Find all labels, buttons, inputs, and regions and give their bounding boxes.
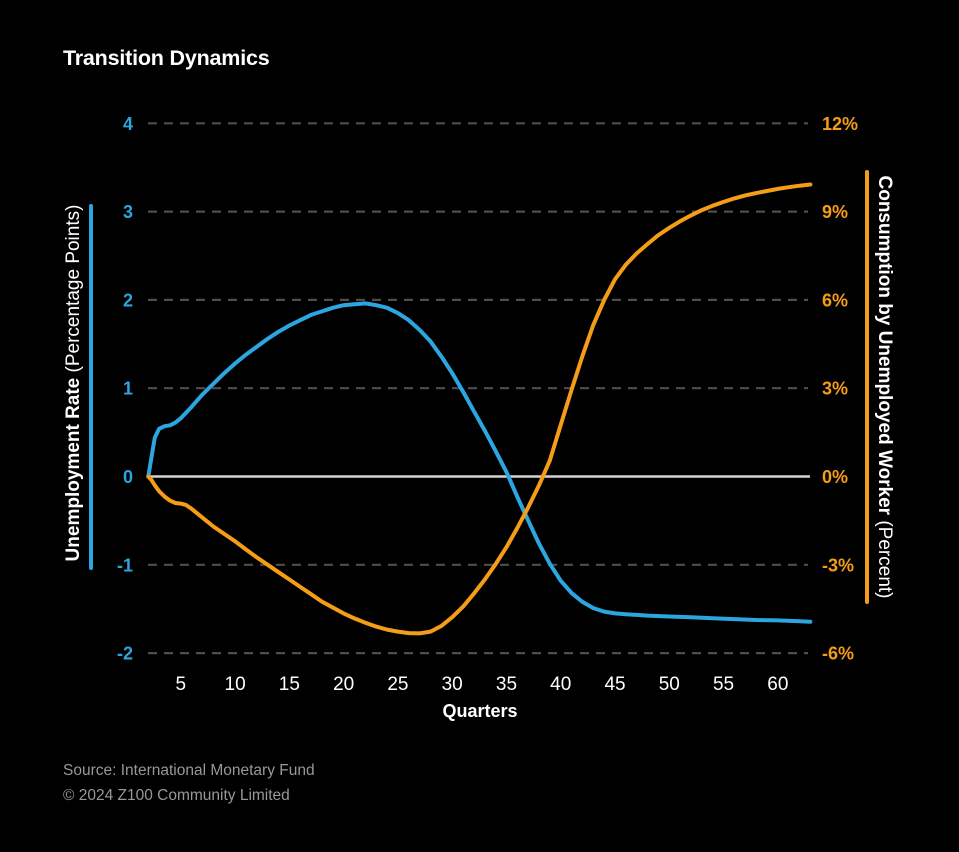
right-tick-label: -3% bbox=[822, 555, 854, 575]
x-tick-label: 45 bbox=[604, 674, 625, 695]
copyright-line: © 2024 Z100 Community Limited bbox=[63, 787, 290, 804]
left-axis-title-units: (Percentage Points) bbox=[63, 204, 84, 378]
x-tick-label: 10 bbox=[225, 674, 246, 695]
x-tick-label: 50 bbox=[659, 674, 680, 695]
left-tick-label: 4 bbox=[123, 114, 133, 134]
x-axis-title: Quarters bbox=[442, 701, 518, 721]
chart-title: Transition Dynamics bbox=[63, 46, 270, 70]
x-tick-label: 30 bbox=[442, 674, 463, 695]
x-tick-label: 40 bbox=[550, 674, 571, 695]
left-axis-title: Unemployment Rate (Percentage Points) bbox=[63, 193, 85, 573]
series-line-left bbox=[146, 301, 813, 624]
right-tick-label: 3% bbox=[822, 379, 848, 399]
x-tick-label: 15 bbox=[279, 674, 300, 695]
left-tick-label: 0 bbox=[123, 467, 133, 487]
x-tick-label: 5 bbox=[176, 674, 187, 695]
left-axis-spine bbox=[89, 204, 93, 570]
x-tick-label: 35 bbox=[496, 674, 517, 695]
right-axis-title-units: (Percent) bbox=[874, 515, 895, 599]
x-tick-label: 60 bbox=[767, 674, 788, 695]
x-tick-label: 25 bbox=[387, 674, 408, 695]
x-tick-label: 20 bbox=[333, 674, 354, 695]
right-tick-label: -6% bbox=[822, 644, 854, 664]
left-tick-label: -1 bbox=[117, 555, 133, 575]
right-tick-label: 0% bbox=[822, 467, 848, 487]
left-tick-label: 2 bbox=[123, 290, 133, 310]
series-line-right bbox=[146, 182, 813, 636]
x-tick-label: 55 bbox=[713, 674, 734, 695]
right-axis-title-bold: Consumption by Unemployed Worker bbox=[874, 175, 895, 516]
source-line: Source: International Monetary Fund bbox=[63, 762, 315, 779]
left-tick-label: -2 bbox=[117, 644, 133, 664]
right-tick-label: 12% bbox=[822, 114, 858, 134]
left-tick-label: 1 bbox=[123, 379, 133, 399]
left-tick-label: 3 bbox=[123, 202, 133, 222]
right-tick-label: 6% bbox=[822, 290, 848, 310]
left-axis-title-bold: Unemployment Rate bbox=[63, 377, 84, 562]
right-axis-spine bbox=[865, 170, 869, 604]
right-axis-title: Consumption by Unemployed Worker (Percen… bbox=[873, 167, 895, 607]
right-tick-label: 9% bbox=[822, 202, 848, 222]
